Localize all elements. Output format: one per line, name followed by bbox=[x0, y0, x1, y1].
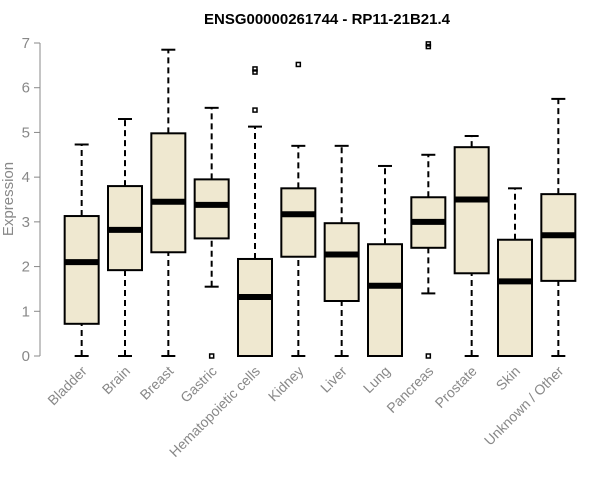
x-tick-label: Bladder bbox=[44, 363, 90, 409]
box-group bbox=[237, 66, 273, 357]
x-tick-label: Prostate bbox=[432, 363, 480, 411]
x-tick-label: Liver bbox=[317, 363, 350, 396]
x-tick-label: Kidney bbox=[265, 363, 307, 405]
box bbox=[193, 178, 230, 240]
box bbox=[323, 222, 360, 303]
y-tick-label: 7 bbox=[22, 35, 30, 52]
box bbox=[497, 238, 533, 357]
chart-title: ENSG00000261744 - RP11-21B21.4 bbox=[204, 11, 451, 28]
y-tick-label: 1 bbox=[22, 303, 30, 320]
y-tick-label: 6 bbox=[22, 80, 30, 97]
y-tick-label: 3 bbox=[22, 214, 30, 231]
box-group bbox=[193, 106, 230, 359]
box bbox=[280, 187, 317, 258]
x-tick-label: Lung bbox=[360, 363, 393, 396]
outlier-point bbox=[295, 61, 302, 68]
boxes-layer bbox=[63, 41, 577, 359]
x-tick-label: Brain bbox=[99, 363, 133, 397]
outlier-point bbox=[252, 66, 258, 72]
outlier-point bbox=[425, 353, 432, 359]
box bbox=[453, 146, 490, 275]
x-tick-label: Pancreas bbox=[383, 363, 436, 416]
x-tick-label: Breast bbox=[137, 363, 177, 403]
outlier-point bbox=[425, 41, 432, 47]
box-group bbox=[323, 144, 360, 357]
outlier-point bbox=[208, 353, 215, 359]
box bbox=[150, 132, 187, 254]
outlier-point bbox=[252, 107, 258, 113]
box bbox=[367, 243, 403, 357]
box-group bbox=[280, 61, 317, 357]
box-group bbox=[410, 41, 447, 359]
box-group bbox=[453, 135, 490, 357]
y-axis-label: Expression bbox=[0, 162, 17, 236]
x-tick-label: Gastric bbox=[177, 363, 220, 406]
y-tick-label: 2 bbox=[22, 259, 30, 276]
y-tick-label: 0 bbox=[22, 348, 30, 365]
box-group bbox=[540, 97, 577, 357]
x-tick-label: Unknown / Other bbox=[481, 363, 567, 449]
box-group bbox=[367, 164, 403, 357]
outlier-point bbox=[252, 69, 258, 75]
x-tick-label: Skin bbox=[493, 363, 524, 394]
box bbox=[63, 215, 100, 325]
box bbox=[237, 257, 273, 357]
y-tick-label: 5 bbox=[22, 124, 30, 141]
box-group bbox=[107, 118, 143, 357]
y-tick-label: 4 bbox=[22, 169, 30, 186]
box-group bbox=[63, 143, 100, 357]
y-axis: 0 1 2 3 4 5 6 7 bbox=[22, 35, 41, 365]
box-group bbox=[497, 187, 533, 357]
box-group bbox=[150, 48, 187, 357]
